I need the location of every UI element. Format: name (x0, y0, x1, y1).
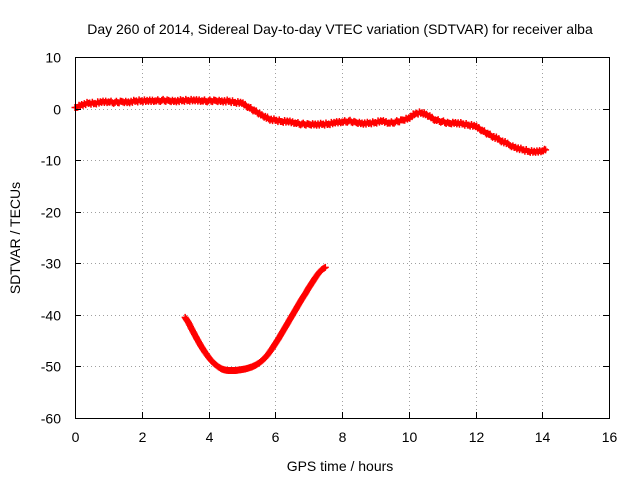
x-tick-label: 14 (535, 429, 551, 445)
series-satellite-arc-1 (71, 95, 550, 156)
y-tick-label: -50 (41, 359, 61, 375)
y-tick-label: -20 (41, 205, 61, 221)
data-point (542, 146, 550, 154)
x-tick-label: 4 (206, 429, 214, 445)
y-tick-label: -40 (41, 308, 61, 324)
x-tick-label: 0 (72, 429, 80, 445)
x-tick-label: 12 (469, 429, 485, 445)
y-tick-label: -10 (41, 153, 61, 169)
x-tick-label: 10 (402, 429, 418, 445)
data-point (321, 263, 329, 271)
chart-title: Day 260 of 2014, Sidereal Day-to-day VTE… (87, 21, 593, 37)
x-tick-label: 6 (272, 429, 280, 445)
y-tick-label: 10 (45, 50, 61, 66)
y-tick-label: -60 (41, 411, 61, 427)
y-tick-label: 0 (53, 102, 61, 118)
data-series (71, 95, 550, 375)
y-axis-label: SDTVAR / TECUs (7, 182, 23, 294)
x-tick-label: 2 (139, 429, 147, 445)
series-satellite-arc-2 (181, 263, 329, 375)
y-tick-label: -30 (41, 256, 61, 272)
x-axis-label: GPS time / hours (287, 458, 394, 474)
x-tick-label: 16 (602, 429, 618, 445)
axis-ticks: 0 2 4 6 8 10 12 14 16 10 0 -10 -20 -30 -40 -50 -60 (41, 50, 618, 446)
x-tick-label: 8 (339, 429, 347, 445)
